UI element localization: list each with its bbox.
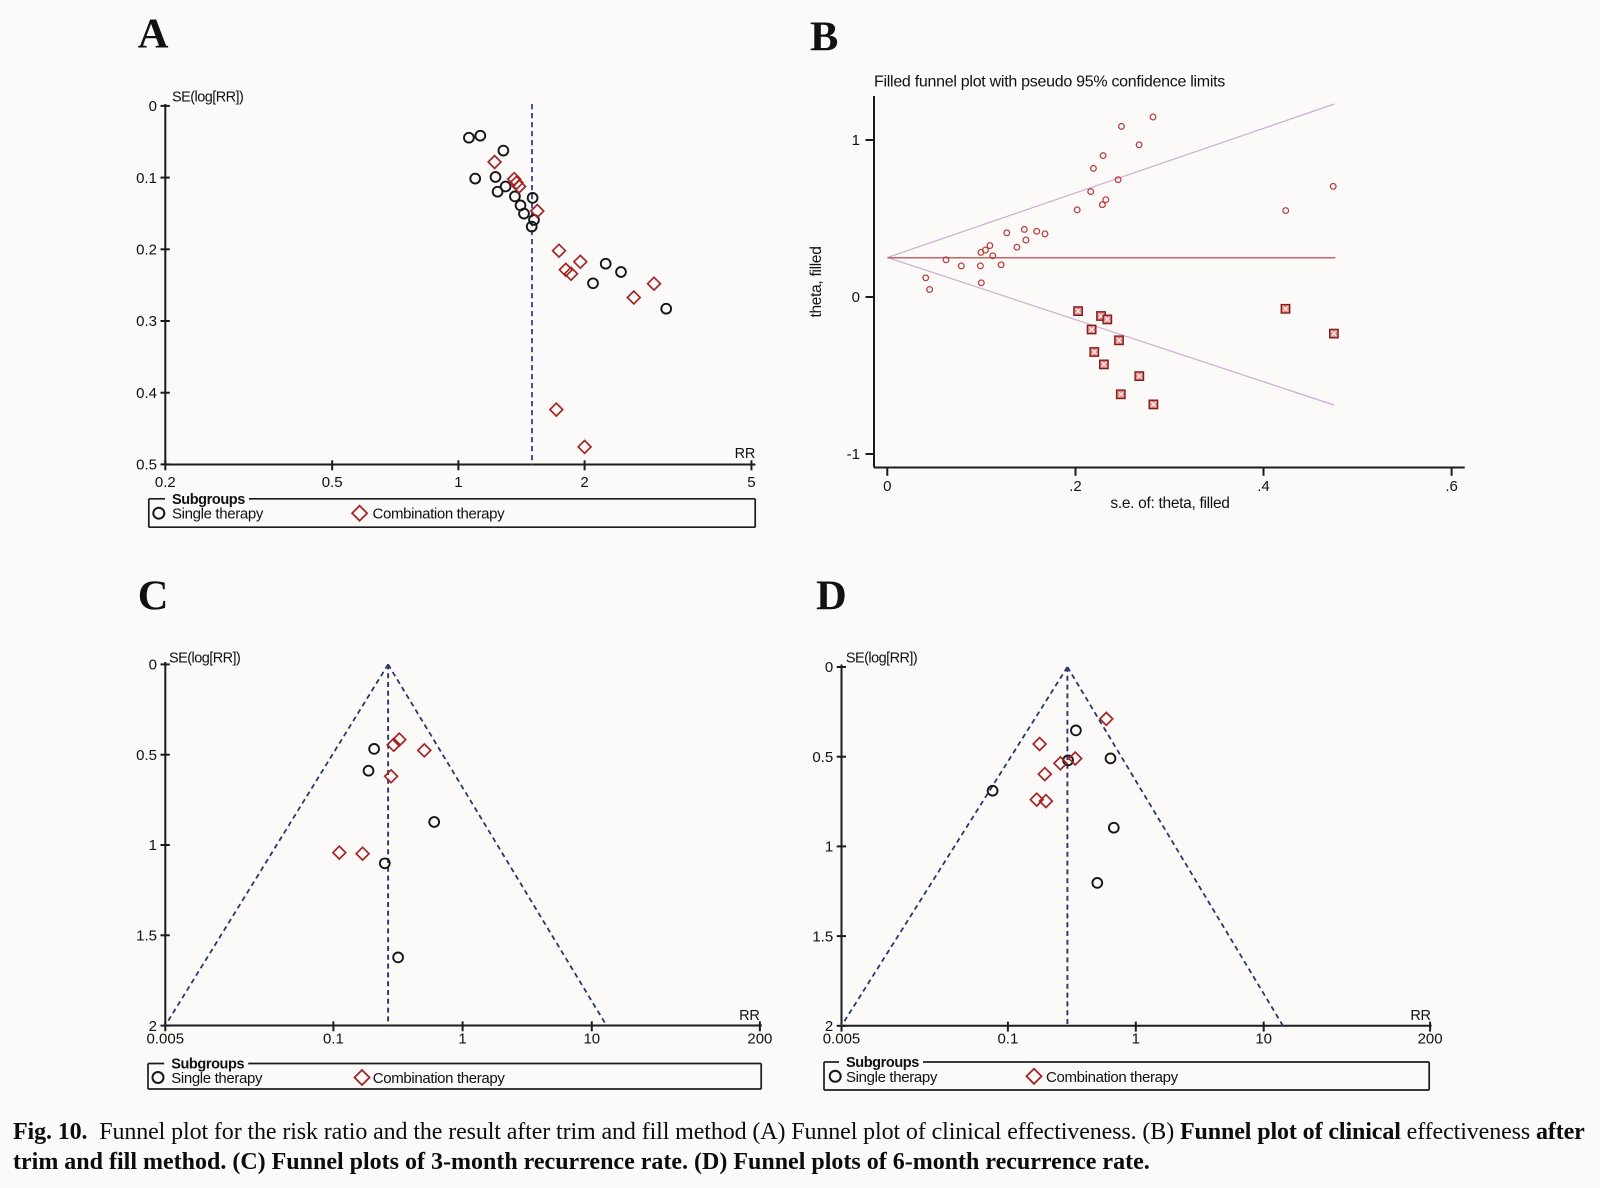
svg-text:2: 2 [580, 474, 588, 491]
svg-text:.6: .6 [1445, 478, 1458, 495]
svg-text:2: 2 [149, 1018, 157, 1035]
svg-text:0.1: 0.1 [997, 1031, 1018, 1048]
svg-text:1: 1 [149, 837, 157, 854]
svg-text:s.e. of: theta, filled: s.e. of: theta, filled [1110, 495, 1229, 512]
svg-text:SE(log[RR]): SE(log[RR]) [172, 90, 243, 106]
svg-text:0.1: 0.1 [323, 1031, 344, 1048]
svg-text:.2: .2 [1069, 478, 1082, 495]
svg-text:SE(log[RR]): SE(log[RR]) [169, 651, 240, 667]
svg-text:0.4: 0.4 [136, 385, 157, 402]
svg-text:Subgroups: Subgroups [846, 1055, 919, 1071]
svg-text:10: 10 [1255, 1031, 1272, 1048]
svg-text:D: D [816, 573, 847, 620]
svg-text:0.5: 0.5 [136, 747, 157, 764]
svg-text:0: 0 [852, 289, 860, 306]
svg-text:200: 200 [747, 1031, 772, 1048]
svg-text:0: 0 [149, 98, 157, 115]
svg-text:0.5: 0.5 [136, 457, 157, 474]
svg-text:Single therapy: Single therapy [846, 1069, 938, 1086]
svg-text:0.1: 0.1 [136, 170, 157, 187]
svg-text:1: 1 [454, 474, 462, 491]
svg-text:0.2: 0.2 [136, 242, 157, 259]
svg-text:0: 0 [883, 478, 891, 495]
svg-text:RR: RR [1410, 1008, 1430, 1024]
svg-text:10: 10 [583, 1031, 600, 1048]
svg-text:0.3: 0.3 [136, 313, 157, 330]
svg-text:0.005: 0.005 [147, 1031, 185, 1048]
svg-text:RR: RR [739, 1008, 759, 1024]
svg-text:0.005: 0.005 [823, 1031, 861, 1048]
svg-text:theta, filled: theta, filled [808, 246, 825, 317]
svg-text:1: 1 [1132, 1031, 1140, 1048]
svg-text:1.5: 1.5 [812, 928, 833, 945]
svg-text:SE(log[RR]): SE(log[RR]) [846, 651, 917, 667]
svg-text:2: 2 [825, 1018, 833, 1035]
svg-text:0: 0 [149, 657, 157, 674]
svg-text:-1: -1 [847, 446, 860, 463]
svg-text:Single therapy: Single therapy [171, 1070, 263, 1087]
svg-text:1.5: 1.5 [136, 928, 157, 945]
svg-text:Single therapy: Single therapy [172, 506, 264, 523]
svg-text:B: B [810, 14, 838, 61]
svg-text:Subgroups: Subgroups [172, 492, 245, 508]
svg-text:Combination therapy: Combination therapy [1046, 1069, 1179, 1086]
svg-text:1: 1 [458, 1031, 466, 1048]
svg-text:Filled funnel plot with pseudo: Filled funnel plot with pseudo 95% confi… [874, 74, 1225, 91]
svg-text:Subgroups: Subgroups [171, 1056, 244, 1072]
svg-text:Combination therapy: Combination therapy [373, 1070, 506, 1087]
svg-text:C: C [138, 573, 169, 620]
svg-text:200: 200 [1418, 1031, 1443, 1048]
svg-text:0: 0 [825, 659, 833, 676]
svg-text:.4: .4 [1257, 478, 1270, 495]
svg-text:0.5: 0.5 [322, 474, 343, 491]
svg-text:Combination therapy: Combination therapy [373, 506, 506, 523]
svg-text:A: A [138, 11, 169, 58]
svg-text:0.2: 0.2 [155, 474, 176, 491]
svg-text:1: 1 [852, 132, 860, 149]
svg-text:1: 1 [825, 839, 833, 856]
svg-text:0.5: 0.5 [812, 749, 833, 766]
svg-text:5: 5 [747, 474, 755, 491]
svg-text:RR: RR [735, 446, 755, 462]
